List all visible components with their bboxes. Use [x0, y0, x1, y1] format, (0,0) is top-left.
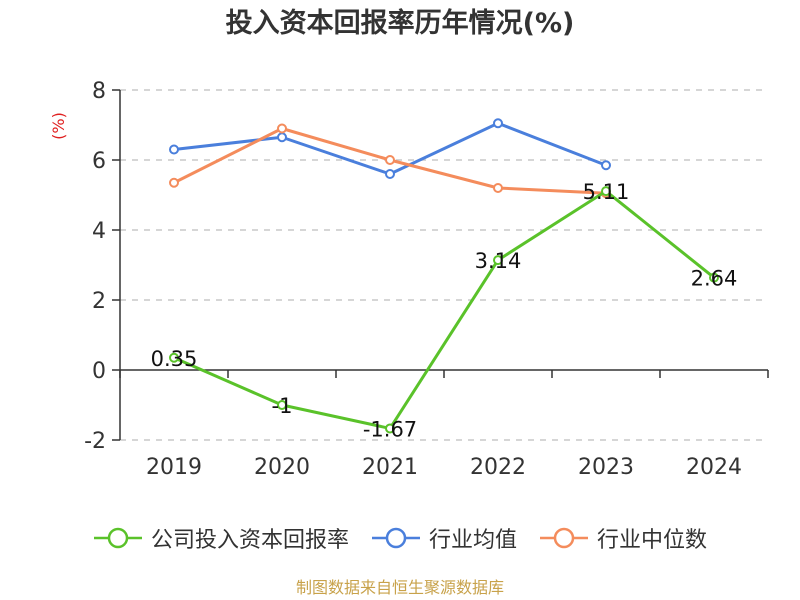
y-axis-unit-label: (%): [49, 112, 68, 140]
axes: -2 0 2 4 6 8 2019 2020 2021 2022 2023 2024 (%): [49, 79, 769, 480]
series: [169, 118, 719, 434]
legend-label: 公司投入资本回报率: [150, 528, 349, 553]
legend-swatch: [371, 527, 420, 549]
data-point[interactable]: [277, 132, 287, 143]
x-tick-label: 2024: [686, 455, 742, 480]
chart-title: 投入资本回报率历年情况(%): [225, 8, 575, 39]
data-point[interactable]: [385, 169, 395, 179]
data-label: -1: [272, 394, 293, 418]
data-point[interactable]: [169, 144, 179, 155]
y-tick-label: 4: [92, 219, 106, 244]
x-tick-label: 2019: [146, 455, 202, 480]
data-label: 0.35: [151, 347, 198, 371]
data-point[interactable]: [709, 272, 719, 283]
x-tick-label: 2020: [254, 455, 310, 480]
legend-swatch: [540, 527, 588, 549]
legend: 公司投入资本回报率 行业均值 行业中位数: [0, 518, 800, 558]
legend-item-0[interactable]: 公司投入资本回报率: [93, 522, 349, 554]
y-tick-label: -2: [84, 429, 106, 454]
y-tick-label: 6: [92, 149, 106, 174]
x-tick-label: 2023: [578, 455, 634, 480]
data-label: 5.11: [583, 180, 630, 204]
data-point[interactable]: [277, 400, 287, 410]
x-tick-label: 2021: [362, 455, 418, 480]
legend-item-2[interactable]: 行业中位数: [539, 522, 707, 554]
data-label: 3.14: [475, 249, 522, 273]
data-point[interactable]: [601, 160, 611, 171]
legend-swatch: [93, 527, 142, 549]
legend-label: 行业均值: [428, 528, 517, 553]
y-tick-label: 2: [92, 289, 106, 314]
legend-label: 行业中位数: [597, 528, 708, 553]
data-point[interactable]: [493, 255, 503, 266]
grid-lines: [120, 89, 768, 441]
data-label: -1.67: [363, 417, 417, 441]
data-point[interactable]: [493, 118, 503, 129]
data-point[interactable]: [169, 352, 179, 363]
y-tick-label: 8: [92, 79, 106, 104]
data-point[interactable]: [385, 155, 395, 165]
data-point[interactable]: [493, 183, 503, 193]
y-tick-label: 0: [92, 359, 106, 384]
data-point[interactable]: [601, 186, 611, 197]
legend-item-1[interactable]: 行业均值: [371, 522, 517, 554]
x-tick-label: 2022: [470, 455, 526, 480]
data-point[interactable]: [277, 123, 287, 134]
series-line-0: [173, 189, 715, 430]
data-label: 2.64: [691, 267, 738, 291]
data-point[interactable]: [169, 177, 179, 188]
data-point[interactable]: [385, 423, 395, 434]
source-note: 制图数据来自恒生聚源数据库: [295, 578, 504, 597]
data-labels: 0.35 -1 -1.67 3.14 5.11 2.64: [151, 180, 738, 441]
